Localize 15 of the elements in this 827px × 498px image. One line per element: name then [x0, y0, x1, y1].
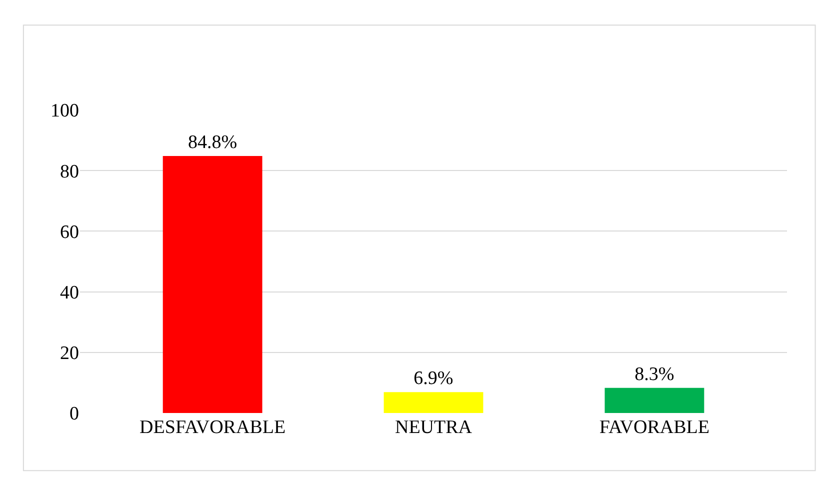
data-label: 6.9%	[414, 368, 454, 390]
data-label: 8.3%	[634, 364, 674, 385]
y-tick-label: 0	[70, 404, 79, 425]
x-tick-label: NEUTRA	[394, 417, 472, 438]
bar	[162, 156, 262, 413]
bar	[384, 392, 484, 413]
y-tick-label: 60	[60, 222, 79, 243]
x-tick-label: FAVORABLE	[599, 417, 710, 438]
x-tick-label: DESFAVORABLE	[140, 417, 286, 438]
data-label: 84.8%	[188, 132, 238, 154]
bar	[604, 388, 704, 413]
y-tick-label: 40	[60, 282, 79, 304]
y-tick-label: 20	[60, 343, 79, 364]
y-tick-label: 80	[60, 161, 79, 182]
y-tick-label: 100	[50, 100, 79, 122]
